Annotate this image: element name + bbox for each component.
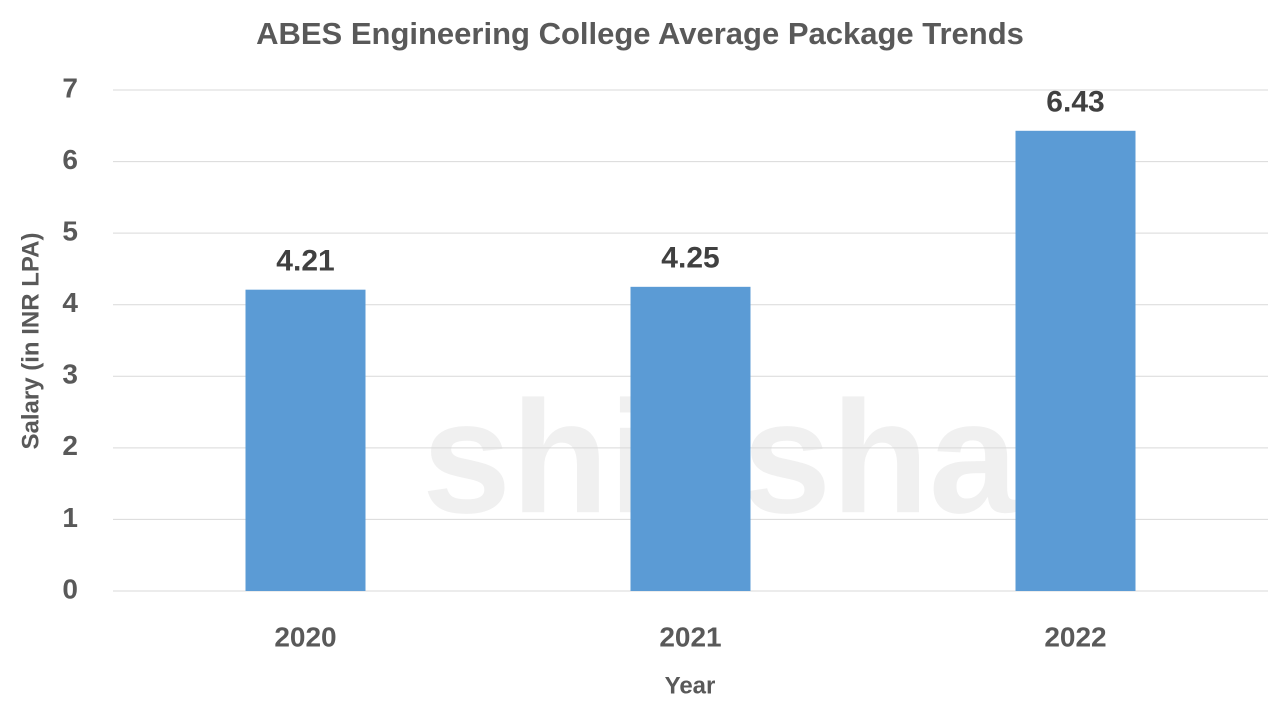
y-tick-label: 5 [62, 216, 78, 247]
y-tick-label: 1 [62, 502, 78, 533]
y-tick-label: 2 [62, 430, 78, 461]
y-tick-label: 6 [62, 144, 78, 175]
value-label: 6.43 [1046, 86, 1104, 119]
chart-title: ABES Engineering College Average Package… [256, 16, 1024, 51]
y-tick-label: 3 [62, 359, 78, 390]
value-label: 4.25 [661, 242, 719, 275]
x-tick-label: 2021 [659, 621, 721, 652]
y-tick-label: 0 [62, 573, 78, 604]
x-tick-label: 2020 [274, 621, 336, 652]
x-axis-label: Year [665, 672, 716, 699]
bar [1015, 130, 1136, 591]
bar [245, 289, 366, 591]
value-label: 4.21 [276, 245, 334, 278]
y-tick-label: 7 [62, 72, 78, 103]
bar [630, 286, 751, 591]
y-tick-label: 4 [62, 287, 78, 318]
y-axis-label: Salary (in INR LPA) [17, 233, 44, 450]
x-tick-label: 2022 [1044, 621, 1106, 652]
bars [245, 130, 1136, 591]
